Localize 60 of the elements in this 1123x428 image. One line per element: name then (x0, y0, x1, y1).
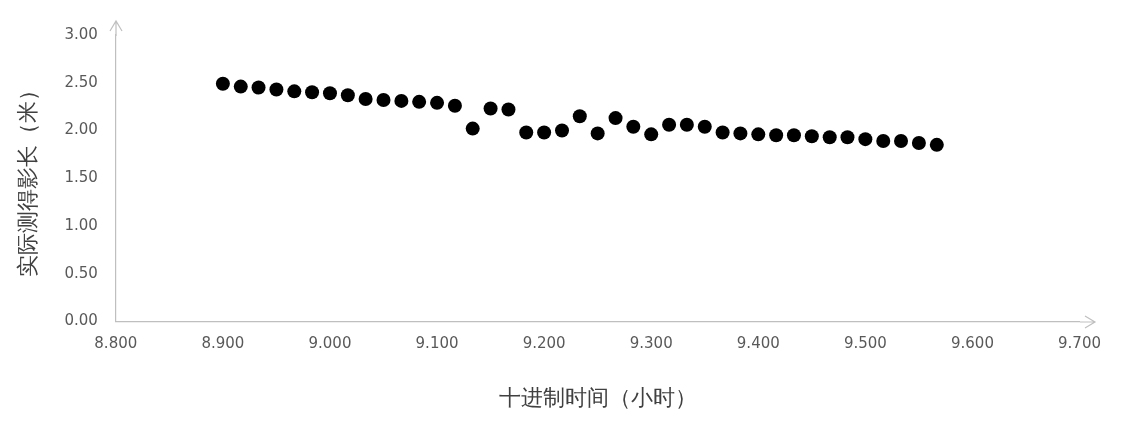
point (269, 82, 284, 97)
point (751, 127, 766, 142)
point (911, 135, 926, 150)
point (626, 119, 641, 134)
point (305, 85, 320, 100)
y-axis-title: 实际测得影长（米） (14, 79, 40, 278)
point (590, 126, 605, 141)
x-tick-label: 8.900 (201, 334, 245, 353)
point (447, 98, 462, 113)
y-tick-label: 3.00 (64, 24, 98, 43)
point (465, 121, 480, 136)
point (572, 109, 587, 124)
point (786, 128, 801, 143)
point (501, 102, 516, 117)
point (608, 111, 623, 126)
y-tick-label: 0.50 (64, 263, 98, 282)
point (697, 119, 712, 134)
point (769, 128, 784, 143)
y-tick-label: 1.00 (64, 215, 98, 234)
x-tick-label: 9.000 (308, 334, 352, 353)
point (733, 126, 748, 141)
point (412, 94, 427, 109)
point (876, 134, 891, 149)
point (519, 125, 534, 140)
point (322, 86, 337, 101)
x-tick-label: 9.200 (522, 334, 566, 353)
point (358, 92, 373, 107)
point (555, 123, 570, 138)
y-tick-label: 2.00 (64, 120, 98, 139)
point (644, 127, 659, 142)
x-axis-title: 十进制时间（小时） (498, 384, 697, 410)
point (537, 125, 552, 140)
point (340, 88, 355, 103)
point (215, 76, 230, 91)
point (822, 130, 837, 145)
y-tick-label: 1.50 (64, 168, 98, 187)
x-tick-label: 9.300 (629, 334, 673, 353)
point (251, 80, 266, 95)
point (804, 129, 819, 144)
x-tick-label: 8.800 (94, 334, 138, 353)
y-tick-label: 2.50 (64, 72, 98, 91)
point (430, 95, 445, 110)
x-tick-label: 9.500 (843, 334, 887, 353)
point (394, 93, 409, 108)
point (233, 79, 248, 94)
point (858, 132, 873, 147)
x-tick-label: 9.400 (736, 334, 780, 353)
point (679, 117, 694, 132)
x-tick-label: 9.700 (1058, 334, 1102, 353)
point (929, 137, 944, 152)
point (840, 130, 855, 145)
point (483, 101, 498, 116)
y-tick-label: 0.00 (64, 311, 98, 330)
point (376, 92, 391, 107)
x-tick-label: 9.600 (950, 334, 994, 353)
point (894, 134, 909, 149)
x-tick-label: 9.100 (415, 334, 459, 353)
point (662, 117, 677, 132)
point (287, 84, 302, 99)
point (715, 125, 730, 140)
